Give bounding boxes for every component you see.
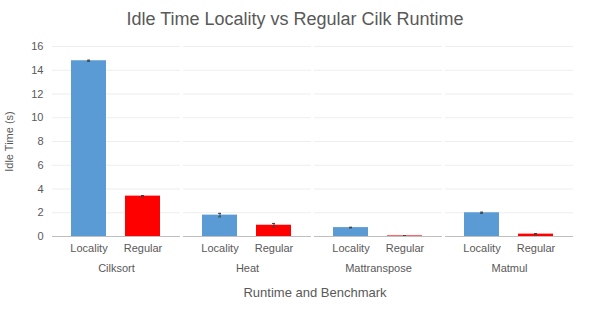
svg-text:12: 12 <box>31 88 43 100</box>
html-text:Runtime and Benchmark: Runtime and Benchmark <box>243 285 387 300</box>
svg-text:Idle Time (s): Idle Time (s) <box>3 111 15 172</box>
svg-text:Locality: Locality <box>332 242 370 254</box>
svg-text:Regular: Regular <box>386 242 425 254</box>
svg-text:Matmul: Matmul <box>491 262 527 274</box>
svg-text:Locality: Locality <box>70 242 108 254</box>
svg-text:4: 4 <box>37 183 43 195</box>
svg-text:14: 14 <box>31 64 43 76</box>
svg-text:2: 2 <box>37 206 43 218</box>
svg-text:Regular: Regular <box>124 242 163 254</box>
svg-text:Regular: Regular <box>517 242 556 254</box>
svg-text:Mattranspose: Mattranspose <box>345 262 412 274</box>
svg-text:Cilksort: Cilksort <box>98 262 135 274</box>
svg-text:16: 16 <box>31 40 43 52</box>
svg-text:Heat: Heat <box>236 262 259 274</box>
svg-text:8: 8 <box>37 135 43 147</box>
svg-text:0: 0 <box>37 230 43 242</box>
svg-text:Locality: Locality <box>201 242 239 254</box>
svg-text:10: 10 <box>31 111 43 123</box>
svg-text:Regular: Regular <box>255 242 294 254</box>
html-text:Idle Time Locality vs Regular: Idle Time Locality vs Regular Cilk Runti… <box>126 9 464 29</box>
svg-text:Locality: Locality <box>463 242 501 254</box>
svg-text:6: 6 <box>37 159 43 171</box>
